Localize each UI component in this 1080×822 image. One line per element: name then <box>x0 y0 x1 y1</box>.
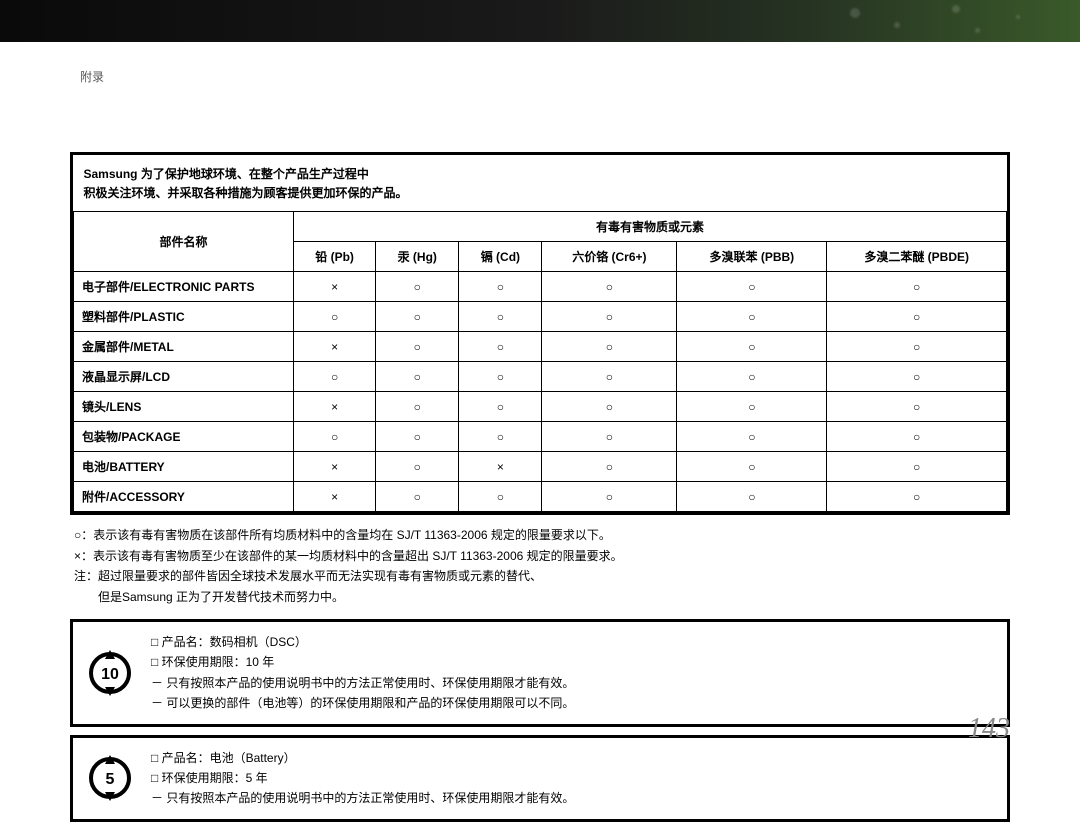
table-cell: ○ <box>542 302 677 332</box>
table-cell: ○ <box>677 272 827 302</box>
table-row-label: 镜头/LENS <box>74 392 294 422</box>
block2-line: － 只有按照本产品的使用说明书中的方法正常使用时、环保使用期限才能有效。 <box>151 788 574 808</box>
table-cell: ○ <box>677 452 827 482</box>
table-legend: ○：表示该有毒有害物质在该部件所有均质材料中的含量均在 SJ/T 11363-2… <box>70 515 1010 617</box>
substance-col-header: 汞 (Hg) <box>376 242 459 272</box>
substance-col-header: 多溴二苯醚 (PBDE) <box>827 242 1007 272</box>
table-cell: × <box>294 272 376 302</box>
block1-line: □ 产品名：数码相机（DSC） <box>151 632 574 652</box>
table-cell: ○ <box>459 482 542 512</box>
table-cell: ○ <box>542 422 677 452</box>
table-cell: ○ <box>459 392 542 422</box>
table-cell: ○ <box>542 332 677 362</box>
table-cell: ○ <box>459 272 542 302</box>
table-cell: × <box>459 452 542 482</box>
table-cell: ○ <box>677 422 827 452</box>
table-cell: ○ <box>459 362 542 392</box>
table-cell: ○ <box>827 302 1007 332</box>
substance-col-header: 多溴联苯 (PBB) <box>677 242 827 272</box>
table-cell: ○ <box>827 332 1007 362</box>
parts-col-header: 部件名称 <box>74 212 294 272</box>
table-cell: ○ <box>677 332 827 362</box>
block1-line: － 只有按照本产品的使用说明书中的方法正常使用时、环保使用期限才能有效。 <box>151 673 574 693</box>
table-cell: × <box>294 332 376 362</box>
table-row-label: 液晶显示屏/LCD <box>74 362 294 392</box>
substance-col-header: 铅 (Pb) <box>294 242 376 272</box>
table-cell: ○ <box>294 362 376 392</box>
table-row-label: 电池/BATTERY <box>74 452 294 482</box>
table-cell: ○ <box>677 392 827 422</box>
table-row-label: 电子部件/ELECTRONIC PARTS <box>74 272 294 302</box>
table-cell: ○ <box>827 392 1007 422</box>
table-cell: ○ <box>376 392 459 422</box>
table-cell: ○ <box>827 272 1007 302</box>
table-cell: ○ <box>376 302 459 332</box>
svg-text:10: 10 <box>101 666 119 683</box>
table-cell: ○ <box>827 362 1007 392</box>
table-cell: ○ <box>459 332 542 362</box>
top-decorative-band <box>0 0 1080 42</box>
block2-line: □ 环保使用期限：5 年 <box>151 768 574 788</box>
table-cell: ○ <box>459 302 542 332</box>
table-cell: ○ <box>376 422 459 452</box>
breadcrumb: 附录 <box>80 68 104 85</box>
product-block-battery: 5 □ 产品名：电池（Battery） □ 环保使用期限：5 年 － 只有按照本… <box>73 738 1007 819</box>
legend-line: ○：表示该有毒有害物质在该部件所有均质材料中的含量均在 SJ/T 11363-2… <box>74 525 1006 545</box>
table-cell: ○ <box>827 482 1007 512</box>
table-cell: ○ <box>376 452 459 482</box>
substance-col-header: 六价铬 (Cr6+) <box>542 242 677 272</box>
main-content: Samsung 为了保护地球环境、在整个产品生产过程中 积极关注环境、并采取各种… <box>0 42 1080 822</box>
intro-line-1: Samsung 为了保护地球环境、在整个产品生产过程中 <box>84 165 997 184</box>
table-cell: × <box>294 392 376 422</box>
legend-line: 注：超过限量要求的部件皆因全球技术发展水平而无法实现有毒有害物质或元素的替代、 <box>74 566 1006 586</box>
svg-text:5: 5 <box>106 771 115 788</box>
legend-line: ×：表示该有毒有害物质至少在该部件的某一均质材料中的含量超出 SJ/T 1136… <box>74 546 1006 566</box>
table-cell: ○ <box>827 422 1007 452</box>
legend-line: 但是Samsung 正为了开发替代技术而努力中。 <box>74 587 1006 607</box>
table-cell: ○ <box>542 272 677 302</box>
table-cell: ○ <box>542 482 677 512</box>
table-cell: ○ <box>376 272 459 302</box>
table-cell: ○ <box>677 362 827 392</box>
table-cell: × <box>294 452 376 482</box>
substances-group-header: 有毒有害物质或元素 <box>294 212 1007 242</box>
table-cell: × <box>294 482 376 512</box>
block1-line: － 可以更换的部件（电池等）的环保使用期限和产品的环保使用期限可以不同。 <box>151 693 574 713</box>
table-row-label: 金属部件/METAL <box>74 332 294 362</box>
table-cell: ○ <box>376 332 459 362</box>
page-number: 143 <box>968 713 1010 745</box>
eco-period-icon: 10 <box>87 650 133 696</box>
eco-period-icon: 5 <box>87 755 133 801</box>
table-cell: ○ <box>542 362 677 392</box>
block1-line: □ 环保使用期限：10 年 <box>151 652 574 672</box>
product-block-dsc: 10 □ 产品名：数码相机（DSC） □ 环保使用期限：10 年 － 只有按照本… <box>73 622 1007 724</box>
table-cell: ○ <box>376 482 459 512</box>
table-cell: ○ <box>459 422 542 452</box>
table-row-label: 包装物/PACKAGE <box>74 422 294 452</box>
table-cell: ○ <box>677 482 827 512</box>
hazardous-substance-table: Samsung 为了保护地球环境、在整个产品生产过程中 积极关注环境、并采取各种… <box>73 155 1007 512</box>
table-cell: ○ <box>677 302 827 332</box>
table-row-label: 塑料部件/PLASTIC <box>74 302 294 332</box>
table-cell: ○ <box>542 452 677 482</box>
table-cell: ○ <box>294 302 376 332</box>
table-cell: ○ <box>827 452 1007 482</box>
intro-line-2: 积极关注环境、并采取各种措施为顾客提供更加环保的产品。 <box>84 184 997 203</box>
table-cell: ○ <box>376 362 459 392</box>
table-cell: ○ <box>294 422 376 452</box>
substance-col-header: 镉 (Cd) <box>459 242 542 272</box>
table-cell: ○ <box>542 392 677 422</box>
table-row-label: 附件/ACCESSORY <box>74 482 294 512</box>
